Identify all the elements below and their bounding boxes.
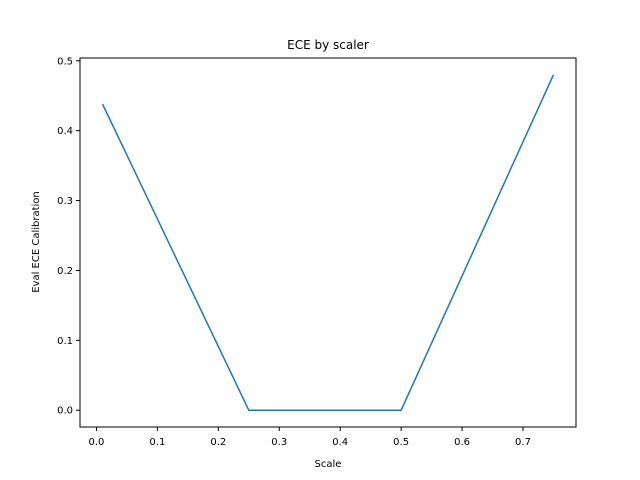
x-axis-title: Scale <box>315 459 342 470</box>
plot-frame <box>79 57 577 428</box>
y-tick-label: 0.5 <box>57 56 73 67</box>
x-tick-label: 0.0 <box>88 437 104 448</box>
x-axis: 0.0 0.1 0.2 0.3 0.4 0.5 0.6 0.7 <box>88 427 531 448</box>
y-axis: 0.0 0.1 0.2 0.3 0.4 0.5 <box>57 56 80 417</box>
x-tick-label: 0.3 <box>271 437 287 448</box>
y-axis-title: Eval ECE Calibration <box>31 191 42 293</box>
chart-title: ECE by scaler <box>287 38 369 52</box>
y-tick-label: 0.0 <box>57 406 73 417</box>
x-tick-label: 0.2 <box>210 437 226 448</box>
x-tick-label: 0.1 <box>149 437 165 448</box>
y-tick-label: 0.2 <box>57 266 73 277</box>
plot-area <box>101 74 555 411</box>
y-tick-label: 0.1 <box>57 336 73 347</box>
y-tick-label: 0.3 <box>57 196 73 207</box>
y-tick-label: 0.4 <box>57 126 73 137</box>
x-tick-label: 0.6 <box>454 437 470 448</box>
x-tick-label: 0.5 <box>393 437 409 448</box>
x-tick-label: 0.4 <box>332 437 348 448</box>
series-line <box>101 74 555 411</box>
x-tick-label: 0.7 <box>515 437 531 448</box>
